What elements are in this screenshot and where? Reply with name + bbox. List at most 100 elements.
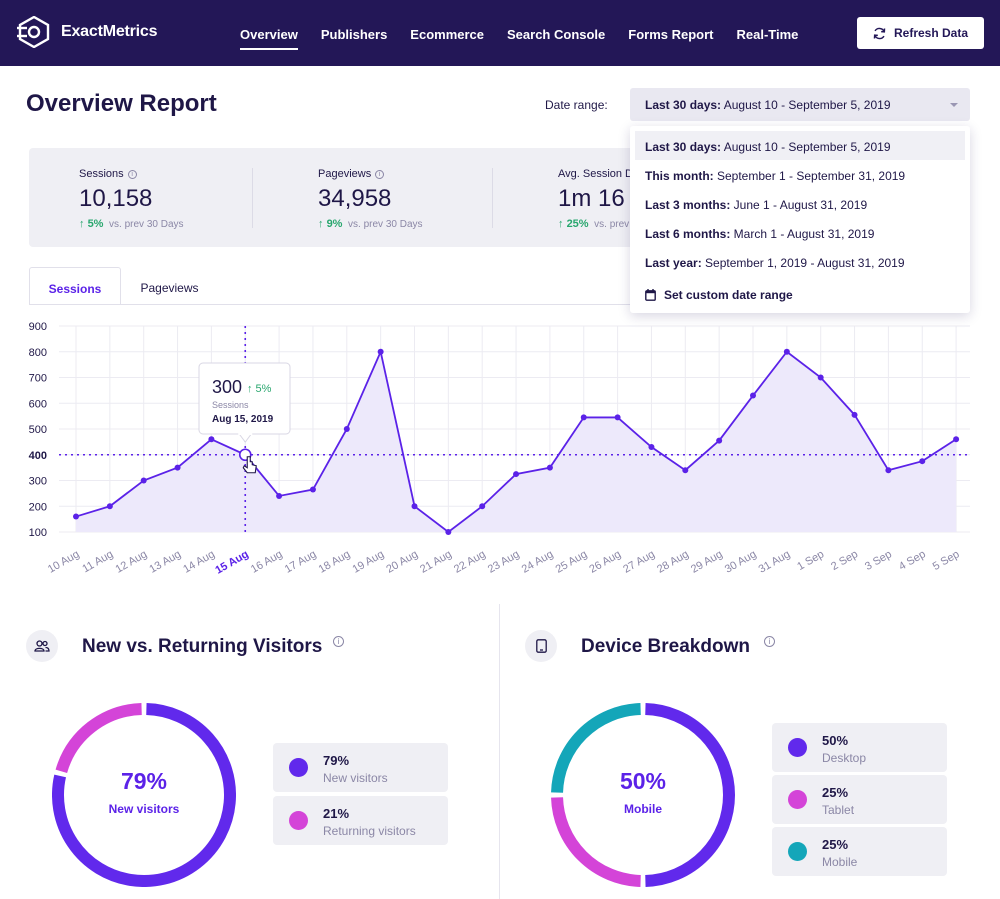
y-tick-label: 300 — [29, 476, 47, 488]
x-tick-label: 10 Aug — [46, 548, 82, 576]
x-tick-label: 30 Aug — [723, 548, 759, 576]
exactmetrics-logo-icon — [17, 16, 50, 48]
info-icon[interactable]: i — [127, 170, 137, 179]
date-option-last-year[interactable]: Last year: September 1, 2019 - August 31… — [635, 247, 965, 276]
info-icon[interactable]: i — [375, 170, 385, 179]
date-range-select[interactable]: Last 30 days: August 10 - September 5, 2… — [630, 88, 970, 121]
x-tick-label: 4 Sep — [897, 548, 928, 573]
calendar-icon — [645, 289, 656, 301]
visitors-section-icon-wrap — [26, 630, 58, 662]
donut-segment-new-visitors[interactable] — [52, 703, 236, 887]
y-tick-label: 100 — [29, 527, 47, 539]
date-option-bold: Last year: — [645, 256, 702, 270]
visitors-donut-label: New visitors — [108, 802, 180, 816]
date-option-bold: Last 30 days: — [645, 140, 722, 154]
custom-date-range-option[interactable]: Set custom date range — [635, 276, 965, 305]
donut-segment-desktop[interactable] — [645, 703, 735, 887]
legend-value: 25% — [822, 837, 849, 852]
stat-change: 25% — [566, 218, 589, 230]
date-range-selected-rest: August 10 - September 5, 2019 — [721, 98, 891, 112]
data-point — [783, 348, 790, 355]
page-title: Overview Report — [26, 90, 217, 117]
data-point — [513, 471, 520, 478]
data-point — [546, 464, 553, 471]
date-range-label: Date range: — [545, 98, 608, 112]
date-option-bold: Last 6 months: — [645, 227, 731, 241]
data-point — [343, 426, 350, 432]
stat-value: 10,158 — [79, 185, 153, 212]
x-tick-label: 22 Aug — [452, 548, 488, 576]
data-point — [445, 529, 452, 535]
donut-segment-tablet[interactable] — [551, 797, 641, 887]
tab-pageviews[interactable]: Pageviews — [140, 281, 199, 295]
date-option-this-month[interactable]: This month: September 1 - September 31, … — [635, 160, 965, 189]
tab-sessions[interactable]: Sessions — [29, 267, 121, 305]
x-tick-label: 3 Sep — [863, 548, 894, 573]
date-option-rest: March 1 - August 31, 2019 — [730, 227, 875, 241]
y-tick-label: 200 — [29, 501, 47, 513]
refresh-data-label: Refresh Data — [893, 26, 969, 40]
nav-overview[interactable]: Overview — [240, 0, 298, 66]
data-point — [580, 414, 587, 421]
data-point — [851, 411, 858, 418]
stat-compare: vs. prev 30 Days — [109, 219, 184, 230]
legend-dot — [788, 842, 807, 861]
legend-value: 21% — [323, 806, 350, 821]
nav-ecommerce[interactable]: Ecommerce — [410, 27, 485, 42]
stat-divider — [492, 168, 493, 228]
date-option-last-3-months[interactable]: Last 3 months: June 1 - August 31, 2019 — [635, 189, 965, 218]
data-point — [648, 444, 655, 451]
x-tick-label: 18 Aug — [317, 548, 353, 576]
nav-real-time[interactable]: Real-Time — [736, 27, 799, 42]
data-point — [479, 503, 486, 510]
y-tick-label: 800 — [29, 347, 47, 359]
stat-change-wrap: ↑ 5% vs. prev 30 Days — [79, 218, 184, 230]
data-point — [750, 392, 756, 399]
data-point — [106, 503, 113, 510]
nav-publishers[interactable]: Publishers — [320, 27, 388, 42]
x-tick-label: 23 Aug — [486, 548, 522, 576]
stat-label: Avg. Session D — [558, 168, 634, 180]
tooltip-value: 300 — [212, 377, 242, 397]
nav-search-console[interactable]: Search Console — [507, 27, 606, 42]
refresh-data-button[interactable]: Refresh Data — [857, 17, 984, 49]
info-icon[interactable]: i — [764, 636, 775, 647]
x-tick-label: 20 Aug — [384, 548, 420, 576]
info-icon[interactable]: i — [333, 636, 344, 647]
legend-mobile: 25% Mobile — [772, 827, 947, 876]
data-point — [885, 467, 892, 474]
tablet-icon — [535, 639, 547, 653]
date-option-rest: June 1 - August 31, 2019 — [730, 198, 868, 212]
nav-forms-report[interactable]: Forms Report — [628, 27, 714, 42]
stat-sessions: Sessions i 10,158 ↑ 5% vs. prev 30 Days — [79, 168, 184, 230]
x-tick-label: 5 Sep — [931, 548, 962, 573]
legend-label: New visitors — [323, 771, 388, 785]
date-option-last-30-days[interactable]: Last 30 days: August 10 - September 5, 2… — [635, 131, 965, 160]
date-range-dropdown: Last 30 days: August 10 - September 5, 2… — [630, 126, 970, 313]
data-point — [276, 492, 283, 499]
data-point — [377, 348, 384, 355]
legend-value: 25% — [822, 785, 849, 800]
stat-change: 5% — [87, 218, 104, 230]
device-donut-label: Mobile — [624, 802, 662, 816]
x-tick-label: 24 Aug — [520, 548, 556, 576]
legend-label: Mobile — [822, 855, 858, 869]
legend-returning-visitors: 21% Returning visitors — [273, 796, 448, 845]
data-point — [716, 437, 723, 444]
refresh-icon — [873, 27, 886, 39]
custom-date-range-label: Set custom date range — [664, 288, 793, 302]
x-tick-label: 2 Sep — [829, 548, 860, 573]
legend-new-visitors: 79% New visitors — [273, 743, 448, 792]
users-icon — [34, 640, 50, 652]
date-option-last-6-months[interactable]: Last 6 months: March 1 - August 31, 2019 — [635, 218, 965, 247]
brand-logo[interactable]: ExactMetrics — [17, 16, 158, 48]
x-tick-label: 13 Aug — [147, 548, 183, 576]
data-point — [614, 414, 621, 421]
legend-value: 79% — [323, 753, 350, 768]
stat-change-wrap: ↑ 9% vs. prev 30 Days — [318, 218, 423, 230]
legend-label: Returning visitors — [323, 824, 416, 838]
donut-segment-returning-visitors[interactable] — [55, 703, 142, 774]
donut-segment-mobile[interactable] — [551, 703, 641, 793]
device-donut-value: 50% — [619, 768, 667, 794]
x-tick-label: 1 Sep — [795, 548, 826, 573]
